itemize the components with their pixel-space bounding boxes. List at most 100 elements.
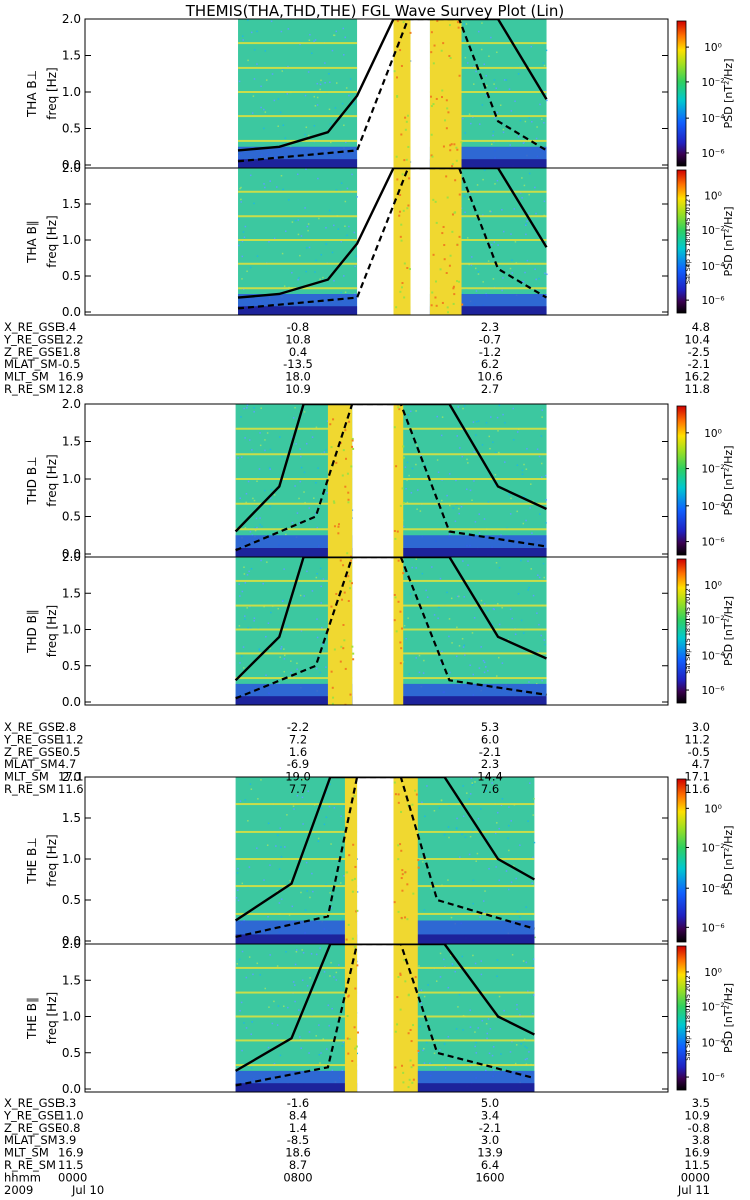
spectrogram-speckle bbox=[446, 591, 448, 594]
enhanced-power-speckle bbox=[397, 844, 400, 847]
enhanced-power-speckle bbox=[430, 95, 433, 98]
enhanced-power-speckle bbox=[441, 96, 444, 99]
spectrogram-speckle bbox=[516, 464, 519, 466]
harmonic-line bbox=[235, 652, 353, 655]
spectrogram-speckle bbox=[455, 827, 458, 830]
spectrogram-speckle bbox=[329, 783, 331, 786]
enhanced-power-speckle bbox=[449, 149, 452, 152]
spectrogram-speckle bbox=[305, 861, 308, 864]
spectrogram-speckle bbox=[345, 141, 347, 143]
spectrogram-speckle bbox=[236, 872, 239, 874]
spectrogram-speckle bbox=[493, 79, 496, 81]
spectrogram-speckle bbox=[488, 435, 491, 438]
enhanced-power-speckle bbox=[343, 591, 346, 594]
spectrogram-speckle bbox=[471, 499, 473, 502]
spectrogram-speckle bbox=[238, 625, 241, 627]
spectrogram-speckle bbox=[273, 1000, 275, 1003]
spectrogram-speckle bbox=[241, 655, 243, 657]
spectrogram-speckle bbox=[257, 798, 259, 800]
spectrogram-speckle bbox=[258, 649, 261, 652]
spectrogram-speckle bbox=[423, 995, 426, 998]
spectrogram-speckle bbox=[457, 595, 460, 598]
spectrogram-speckle bbox=[480, 973, 483, 976]
spectrogram-speckle bbox=[244, 527, 247, 529]
enhanced-power-speckle bbox=[356, 909, 359, 912]
spectrogram-speckle bbox=[490, 243, 493, 246]
y-tick-label: 0.0 bbox=[62, 158, 81, 172]
harmonic-line bbox=[235, 803, 358, 806]
enhanced-power-speckle bbox=[400, 849, 403, 852]
enhanced-power-speckle bbox=[453, 293, 456, 296]
ephemeris-value: 3.4 bbox=[481, 1108, 499, 1122]
enhanced-power-speckle bbox=[344, 703, 347, 705]
spectrogram-speckle bbox=[316, 82, 319, 85]
spectrogram-speckle bbox=[480, 808, 482, 810]
spectrogram-speckle bbox=[477, 30, 480, 33]
spectrogram-panel-tha-par: 0.0 0.5 1.0 1.5 2.0 THA B∥ freq [Hz] 10⁰ 10⁻² 10⁻… bbox=[25, 161, 735, 319]
harmonic-line bbox=[393, 628, 547, 631]
enhanced-power-speckle bbox=[401, 1064, 404, 1067]
spectrogram-speckle bbox=[486, 1032, 489, 1035]
spectrogram-speckle bbox=[241, 255, 244, 258]
spectrogram-speckle bbox=[507, 888, 510, 891]
spectrogram-speckle bbox=[459, 447, 461, 449]
enhanced-power-speckle bbox=[434, 200, 437, 203]
ephemeris-value: 11.5 bbox=[58, 1158, 84, 1172]
enhanced-power-speckle bbox=[397, 858, 400, 861]
spectrogram-speckle bbox=[488, 55, 490, 57]
ephemeris-value: 3.8 bbox=[692, 1133, 710, 1147]
spectrogram-speckle bbox=[271, 73, 274, 75]
spectrogram-speckle bbox=[517, 73, 520, 75]
spectrogram-speckle bbox=[476, 852, 479, 855]
spectrogram-speckle bbox=[520, 619, 523, 622]
spectrogram-speckle bbox=[237, 867, 239, 870]
enhanced-power-speckle bbox=[330, 605, 333, 608]
spectrogram-speckle bbox=[448, 618, 451, 620]
spectrogram-speckle bbox=[329, 81, 331, 84]
spectrogram-speckle bbox=[256, 255, 259, 257]
spectrogram-speckle bbox=[522, 632, 525, 634]
enhanced-power-speckle bbox=[353, 945, 356, 948]
enhanced-power-speckle bbox=[450, 143, 453, 146]
spectrogram-speckle bbox=[251, 449, 253, 451]
spectrogram-speckle bbox=[323, 971, 326, 973]
low-frequency-power-core bbox=[235, 934, 358, 944]
spectrogram-speckle bbox=[240, 198, 242, 201]
spectrogram-speckle bbox=[519, 119, 522, 122]
spectrogram-speckle bbox=[315, 259, 317, 262]
spectrogram-speckle bbox=[536, 448, 539, 450]
spectrogram-speckle bbox=[415, 410, 417, 412]
spectrogram-speckle bbox=[503, 79, 506, 81]
enhanced-power-speckle bbox=[344, 429, 347, 432]
y-tick-label: 0.5 bbox=[62, 122, 81, 136]
spectrogram-speckle bbox=[297, 278, 299, 281]
spectrogram-speckle bbox=[492, 278, 495, 280]
enhanced-power-speckle bbox=[348, 1038, 351, 1041]
spectrogram-speckle bbox=[330, 961, 332, 964]
colorbar-tick-label: 10⁻⁴ bbox=[701, 1037, 724, 1049]
enhanced-power-speckle bbox=[337, 532, 340, 535]
ephemeris-row-name: Y_RE_GSE bbox=[3, 1108, 61, 1122]
colorbar: 10⁰ 10⁻² 10⁻⁴ 10⁻⁶ PSD [nT²/Hz] bbox=[676, 20, 735, 167]
enhanced-power-speckle bbox=[449, 254, 452, 257]
enhanced-power-speckle bbox=[432, 62, 435, 65]
enhanced-power-speckle bbox=[341, 598, 344, 601]
spectrogram-speckle bbox=[300, 235, 303, 237]
spectrogram-speckle bbox=[533, 797, 535, 800]
spectrogram-speckle bbox=[254, 529, 257, 532]
spectrogram-speckle bbox=[264, 449, 266, 452]
spectrogram-speckle bbox=[294, 1000, 296, 1003]
spectrogram-speckle bbox=[482, 214, 484, 216]
enhanced-power-speckle bbox=[410, 1040, 413, 1043]
spectrogram-speckle bbox=[433, 1052, 436, 1055]
spectrogram-speckle bbox=[280, 898, 283, 900]
harmonic-line bbox=[235, 858, 358, 860]
ephemeris-value: 4.8 bbox=[692, 320, 710, 334]
ephemeris-value: -0.7 bbox=[479, 332, 501, 346]
spectrogram-speckle bbox=[469, 192, 471, 194]
spectrogram-speckle bbox=[312, 890, 314, 893]
spectrogram-speckle bbox=[283, 658, 286, 660]
spectrogram-speckle bbox=[327, 1004, 330, 1007]
spectrogram-speckle bbox=[316, 526, 319, 529]
spectrogram-speckle bbox=[291, 521, 294, 524]
